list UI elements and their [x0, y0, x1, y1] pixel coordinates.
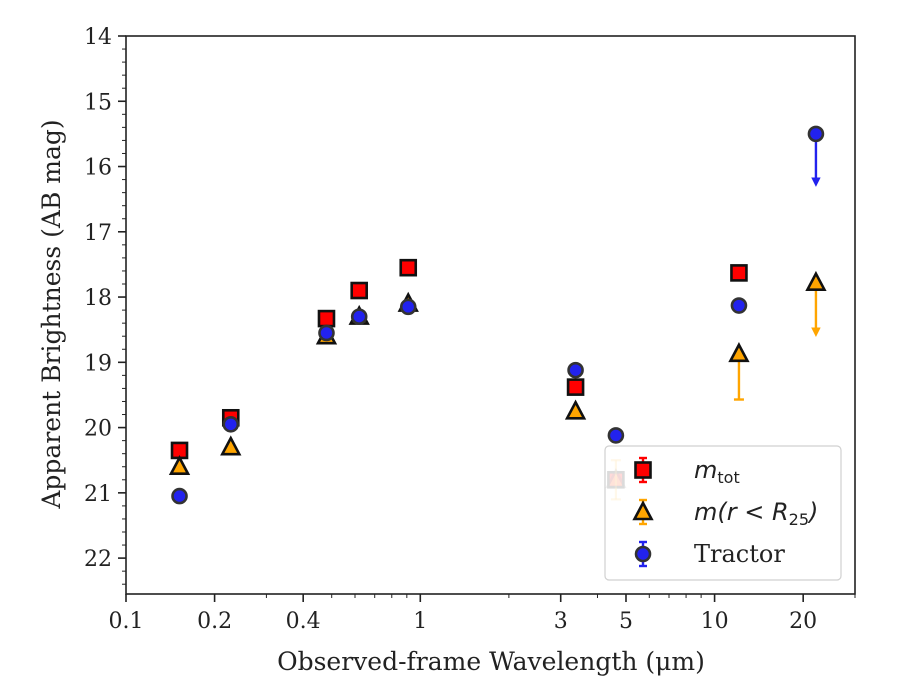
- mr25-marker: [168, 454, 191, 476]
- mtot-marker: [634, 461, 652, 479]
- y-tick-label: 16: [84, 156, 112, 181]
- x-tick-label: 0.2: [197, 609, 232, 634]
- legend-label: m(r < R25): [694, 498, 818, 529]
- legend-label: mtot: [694, 456, 740, 487]
- tractor-marker: [350, 308, 368, 325]
- y-tick-label: 14: [84, 25, 112, 50]
- x-tick-label: 10: [701, 609, 729, 634]
- x-tick-label: 0.4: [286, 609, 321, 634]
- y-tick-label: 20: [84, 417, 112, 442]
- mr25-marker: [805, 270, 827, 291]
- legend: mtot m(r < R25) Tractor: [604, 445, 842, 581]
- tractor-marker: [318, 324, 335, 342]
- tractor-marker: [399, 298, 417, 316]
- mr25-marker: [728, 342, 750, 363]
- tractor-marker: [567, 361, 584, 379]
- y-tick-label: 17: [84, 221, 112, 246]
- x-tick-label: 1: [413, 609, 427, 634]
- legend-label: Tractor: [694, 540, 785, 568]
- x-tick-label: 20: [789, 609, 817, 634]
- axes: 14 15 16 17 18 19 20 21 22 0.1 0.2 0.4 1 3 5 10 20: [84, 25, 856, 634]
- tractor-marker: [171, 487, 188, 505]
- tractor-marker: [634, 545, 652, 563]
- mtot-marker: [730, 264, 748, 282]
- mtot-marker: [317, 309, 336, 328]
- mr25-marker: [220, 435, 242, 456]
- tractor-marker: [807, 125, 825, 143]
- mtot-marker: [350, 281, 368, 300]
- y-tick-label: 19: [84, 351, 112, 376]
- y-tick-label: 21: [84, 482, 112, 507]
- mr25-marker: [632, 500, 654, 521]
- mr25-marker: [564, 399, 587, 420]
- y-axis-label: Apparent Brightness (AB mag): [37, 119, 66, 509]
- plot-frame: [125, 35, 856, 595]
- tractor-marker: [607, 427, 625, 444]
- y-tick-label: 18: [84, 286, 112, 311]
- x-tick-label: 3: [554, 609, 568, 634]
- x-tick-label: 5: [619, 609, 633, 634]
- mtot-marker: [566, 378, 585, 396]
- y-tick-label: 22: [84, 547, 112, 572]
- x-tick-label: 0.1: [109, 609, 144, 634]
- mtot-marker: [399, 258, 418, 277]
- legend-box: [604, 445, 842, 581]
- tractor-marker: [730, 297, 748, 314]
- tractor-marker: [222, 416, 240, 433]
- x-axis-label: Observed-frame Wavelength (μm): [277, 647, 705, 676]
- y-tick-label: 15: [84, 90, 112, 115]
